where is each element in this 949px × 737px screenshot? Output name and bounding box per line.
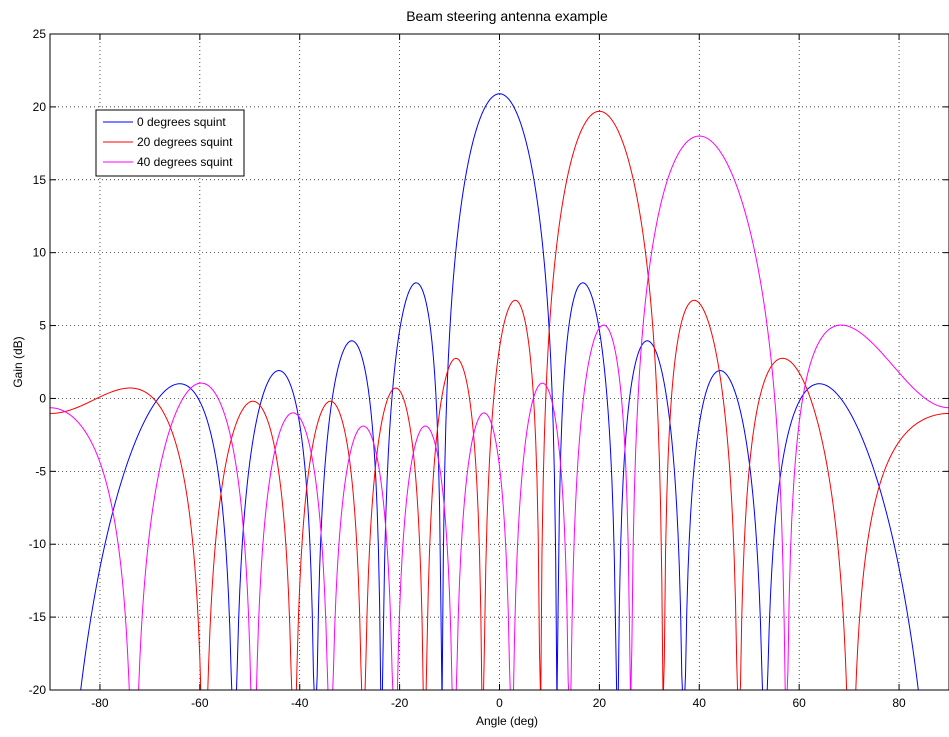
series-line-3 [50, 135, 949, 690]
x-axis-label: Angle (deg) [476, 714, 538, 728]
x-tick-label: -40 [291, 696, 309, 710]
axis-ticks: -80 -60 -40 -20 0 20 40 60 80 -20 -15 -10 -5 0 5 10 15 20… [29, 27, 949, 710]
y-tick-label: -10 [29, 537, 47, 551]
y-tick-label: -15 [29, 610, 47, 624]
grid-lines [50, 34, 949, 690]
y-tick-label: 25 [33, 27, 47, 41]
y-tick-label: 5 [39, 319, 46, 333]
y-tick-label: 20 [33, 100, 47, 114]
x-tick-label: -80 [91, 696, 109, 710]
y-axis-label: Gain (dB) [11, 336, 25, 387]
legend: 0 degrees squint 20 degrees squint 40 degr… [95, 109, 245, 177]
y-tick-label: 15 [33, 173, 47, 187]
x-tick-label: 80 [892, 696, 906, 710]
x-tick-label: 20 [593, 696, 607, 710]
legend-box [95, 109, 245, 177]
y-tick-label: 10 [33, 246, 47, 260]
x-tick-label: 40 [693, 696, 707, 710]
legend-label: 40 degrees squint [137, 155, 233, 169]
y-tick-label: -5 [35, 464, 46, 478]
y-tick-label: -20 [29, 683, 47, 697]
x-tick-label: 60 [792, 696, 806, 710]
chart-title: Beam steering antenna example [406, 8, 608, 24]
series-line-2 [50, 110, 949, 690]
x-tick-label: -60 [191, 696, 209, 710]
legend-label: 0 degrees squint [137, 115, 226, 129]
x-tick-label: 0 [496, 696, 503, 710]
series-line-1 [80, 93, 919, 690]
legend-label: 20 degrees squint [137, 135, 233, 149]
y-tick-label: 0 [39, 391, 46, 405]
series-layer [50, 93, 949, 690]
x-tick-label: -20 [391, 696, 409, 710]
